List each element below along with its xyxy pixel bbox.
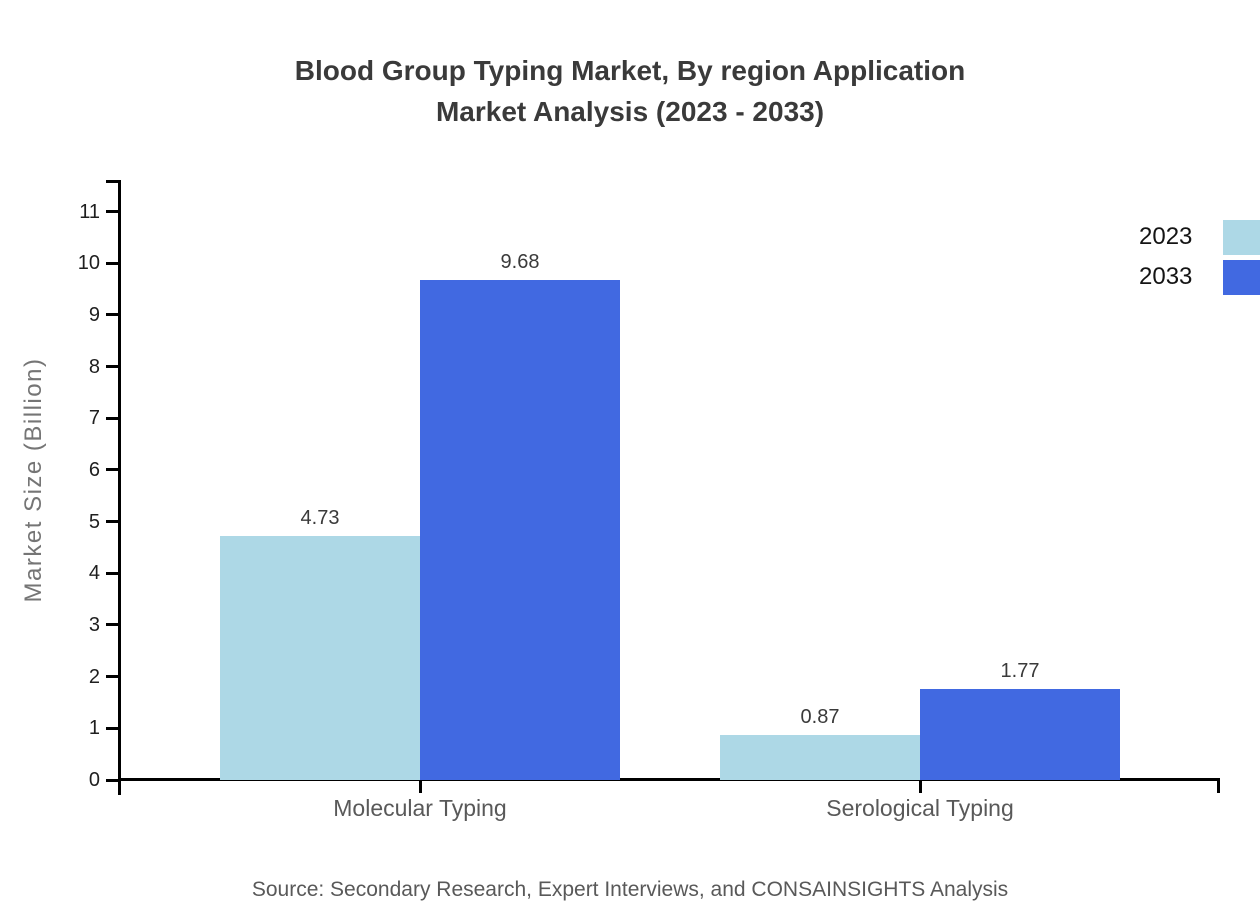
y-axis-tick-label: 11 — [79, 200, 100, 223]
y-axis-tick — [106, 623, 120, 627]
legend: 2023 2033 — [1139, 219, 1260, 299]
bar-2033-molecular-typing — [420, 279, 620, 780]
y-axis-tick — [106, 313, 120, 317]
x-axis-category-label: Serological Typing — [826, 795, 1014, 821]
y-axis-tick — [106, 261, 120, 265]
bar-value-label-2023-molecular-typing: 4.73 — [300, 506, 340, 529]
y-axis-top-cap — [106, 180, 121, 183]
x-axis-tick — [418, 780, 422, 793]
y-axis-tick-label: 2 — [88, 665, 100, 688]
bar-2023-serological-typing — [720, 735, 920, 780]
y-axis-tick-label: 4 — [88, 562, 100, 585]
legend-swatch-2023 — [1223, 219, 1260, 255]
y-axis-tick — [106, 210, 120, 214]
legend-label-2033: 2033 — [1139, 263, 1193, 290]
chart-title-line-1: Blood Group Typing Market, By region App… — [294, 55, 966, 86]
x-axis-right-cap — [1217, 778, 1220, 793]
bar-value-label-2033-molecular-typing: 9.68 — [500, 250, 540, 273]
y-axis-tick-label: 5 — [88, 510, 100, 533]
legend-item-2023: 2023 — [1139, 219, 1260, 255]
y-axis-tick — [106, 365, 120, 369]
bar-2023-molecular-typing — [220, 535, 420, 780]
legend-item-2033: 2033 — [1139, 259, 1260, 295]
y-axis-tick-label: 0 — [88, 769, 100, 791]
x-axis-category-label: Molecular Typing — [333, 795, 507, 821]
y-axis-tick-label: 7 — [88, 407, 100, 430]
source-note: Source: Secondary Research, Expert Inter… — [251, 878, 1009, 901]
y-axis-tick-label: 8 — [88, 355, 100, 378]
y-axis-tick-label: 3 — [88, 613, 100, 636]
y-axis-tick — [106, 571, 120, 575]
y-axis-tick-label: 1 — [88, 717, 100, 740]
y-axis-tick — [106, 416, 120, 420]
chart-title: Blood Group Typing Market, By region App… — [0, 50, 1260, 132]
y-axis-tick — [106, 778, 120, 782]
legend-swatch-2033 — [1223, 259, 1260, 295]
x-axis-tick — [918, 780, 922, 793]
y-axis-tick — [106, 468, 120, 472]
x-axis-line — [118, 778, 1220, 781]
y-axis-tick — [106, 675, 120, 679]
y-axis-line — [118, 180, 121, 795]
legend-label-2023: 2023 — [1139, 223, 1193, 250]
bar-value-label-2033-serological-typing: 1.77 — [1000, 659, 1040, 682]
bar-2033-serological-typing — [920, 688, 1120, 780]
bar-value-label-2023-serological-typing: 0.87 — [800, 706, 840, 729]
y-axis-tick — [106, 520, 120, 524]
y-axis-tick-label: 6 — [88, 458, 100, 481]
y-axis-tick-label: 10 — [77, 252, 100, 275]
y-axis-tick-label: 9 — [88, 303, 100, 326]
y-axis-tick — [106, 726, 120, 730]
chart-title-line-2: Market Analysis (2023 - 2033) — [435, 96, 825, 127]
